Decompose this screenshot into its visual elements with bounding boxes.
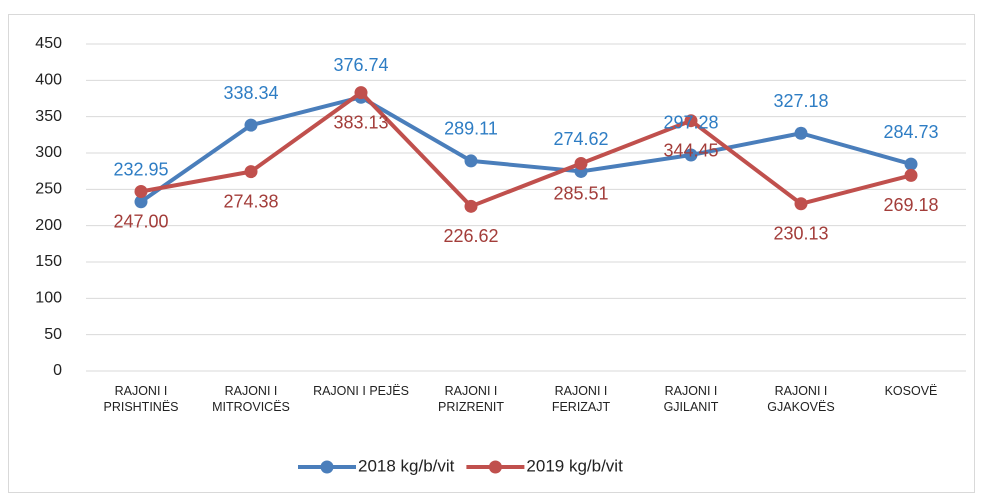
legend-marker: [320, 460, 334, 474]
data-label: 285.51: [553, 183, 608, 203]
data-label: 274.62: [553, 129, 608, 149]
data-point: [244, 118, 258, 132]
series-line: [139, 95, 912, 204]
data-label: 338.34: [223, 83, 278, 103]
y-tick-label: 200: [35, 217, 62, 234]
x-tick-label: RAJONI I PEJËS: [313, 384, 409, 398]
data-label: 327.18: [773, 91, 828, 111]
data-point: [904, 168, 918, 182]
chart-border: [8, 14, 975, 493]
data-label: 274.38: [223, 191, 278, 211]
data-point: [134, 195, 148, 209]
legend-label: 2018 kg/b/vit: [358, 456, 455, 475]
y-tick-label: 150: [35, 253, 62, 270]
x-tick-label: KOSOVË: [884, 384, 938, 398]
data-label: 383.13: [333, 112, 388, 132]
x-tick-label: RAJONI I FERIZAJT: [551, 384, 611, 414]
data-point: [134, 185, 148, 199]
data-point: [354, 86, 368, 100]
data-point: [904, 157, 918, 171]
data-label: 269.18: [883, 195, 938, 215]
y-tick-label: 450: [35, 35, 62, 52]
y-tick-label: 250: [35, 181, 62, 198]
data-point: [794, 197, 808, 211]
series-line: [140, 90, 912, 209]
data-point: [684, 148, 698, 162]
data-label: 344.45: [663, 140, 718, 160]
x-tick-label: RAJONI I PRIZRENIT: [438, 384, 504, 414]
data-point: [464, 199, 478, 213]
y-tick-label: 400: [35, 72, 62, 89]
y-tick-label: 350: [35, 108, 62, 125]
y-tick-label: 100: [35, 290, 62, 307]
data-label: 376.74: [333, 55, 388, 75]
x-tick-label: RAJONI I MITROVICËS: [212, 384, 290, 414]
data-label: 247.00: [113, 211, 168, 231]
data-point: [464, 154, 478, 168]
data-label: 230.13: [773, 224, 828, 244]
x-tick-label: RAJONI I PRISHTINËS: [103, 384, 179, 414]
legend-label: 2019 kg/b/vit: [526, 456, 623, 475]
data-label: 226.62: [443, 226, 498, 246]
x-tick-label: RAJONI I GJAKOVËS: [767, 384, 835, 414]
y-tick-label: 300: [35, 144, 62, 161]
y-tick-label: 50: [44, 326, 62, 343]
x-tick-label: RAJONI I GJILANIT: [663, 384, 719, 414]
y-tick-label: 0: [53, 362, 62, 379]
data-point: [794, 126, 808, 140]
data-label: 232.95: [113, 159, 168, 179]
legend-marker: [488, 460, 502, 474]
data-label: 284.73: [883, 122, 938, 142]
data-point: [684, 114, 698, 128]
data-label: 289.11: [444, 119, 498, 139]
data-label: 297.28: [663, 113, 718, 133]
data-point: [574, 157, 588, 171]
data-point: [244, 165, 258, 179]
